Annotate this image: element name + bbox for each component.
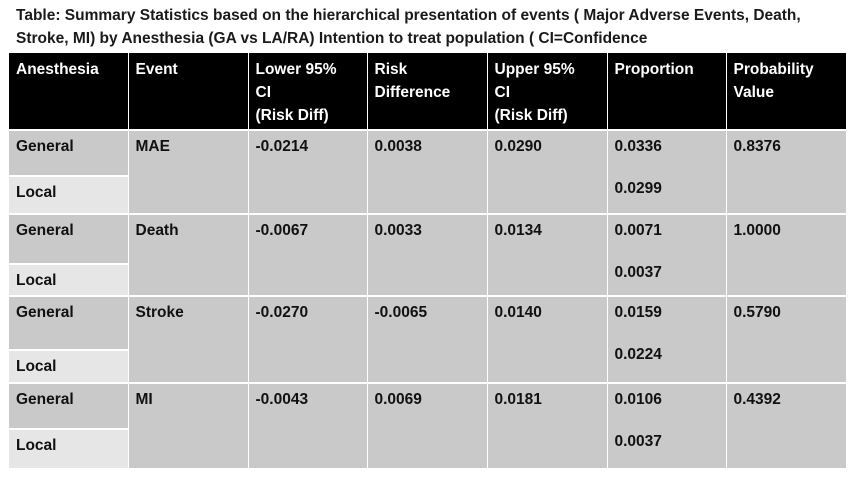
anesthesia-local-cell: Local	[9, 264, 129, 297]
anesthesia-general-cell: General	[9, 296, 129, 351]
proportion-local: 0.0037	[614, 433, 662, 450]
lower-ci-cell: -0.0067	[248, 214, 368, 297]
header-row: Anesthesia Event Lower 95% CI (Risk Diff…	[9, 53, 846, 131]
event-cell: MAE	[128, 130, 249, 215]
anesthesia-local-cell: Local	[9, 350, 129, 384]
table-row: Local	[9, 264, 846, 297]
header-lower-ci-line1: Lower 95%	[255, 61, 337, 78]
header-probability-line2: Value	[733, 84, 775, 101]
event-cell: Death	[128, 214, 249, 297]
header-probability-line1: Probability	[733, 61, 814, 78]
header-lower-ci-line2: CI	[255, 84, 272, 101]
table-caption: Table: Summary Statistics based on the h…	[16, 7, 801, 47]
table-row: General Death -0.0067 0.0033 0.0134 0.00…	[9, 214, 847, 297]
header-upper-ci-line2: CI	[494, 84, 511, 101]
anesthesia-general-cell: General	[9, 383, 129, 430]
proportion-general: 0.0159	[614, 304, 662, 321]
lower-ci-cell: -0.0270	[248, 296, 368, 384]
probability-cell: 0.8376	[726, 130, 847, 215]
proportion-local: 0.0224	[614, 346, 662, 363]
proportion-cell: 0.0159 0.0224	[607, 296, 727, 384]
upper-ci-cell: 0.0290	[487, 130, 608, 215]
lower-ci-cell: -0.0214	[248, 130, 368, 215]
table-row: General Stroke -0.0270 -0.0065 0.0140 0.…	[9, 296, 847, 384]
risk-difference-cell: -0.0065	[367, 296, 488, 384]
table-row: General MAE -0.0214 0.0038 0.0290 0.0336…	[9, 130, 847, 215]
upper-ci-cell: 0.0134	[487, 214, 608, 297]
probability-cell: 1.0000	[726, 214, 847, 297]
header-upper-ci-line1: Upper 95%	[494, 61, 575, 78]
upper-ci-cell: 0.0181	[487, 383, 608, 470]
proportion-cell: 0.0071 0.0037	[607, 214, 727, 297]
proportion-cell: 0.0106 0.0037	[607, 383, 727, 470]
anesthesia-general-cell: General	[9, 130, 129, 177]
summary-statistics-table: Anesthesia Event Lower 95% CI (Risk Diff…	[9, 53, 847, 470]
anesthesia-local-cell: Local	[9, 176, 129, 215]
risk-difference-cell: 0.0033	[367, 214, 488, 297]
probability-cell: 0.5790	[726, 296, 847, 384]
table-row: Local	[9, 429, 846, 470]
header-risk-difference-line2: Difference	[374, 84, 451, 101]
proportion-general: 0.0071	[614, 222, 662, 239]
upper-ci-cell: 0.0140	[487, 296, 608, 384]
proportion-local: 0.0037	[614, 264, 662, 281]
event-cell: MI	[128, 383, 249, 470]
table-row: Local	[9, 350, 846, 384]
header-upper-ci-line3: (Risk Diff)	[494, 107, 568, 124]
header-lower-ci-line3: (Risk Diff)	[255, 107, 329, 124]
table-row: General MI -0.0043 0.0069 0.0181 0.0106 …	[9, 383, 847, 470]
header-lower-ci: Lower 95% CI (Risk Diff)	[248, 53, 368, 131]
header-probability: Probability Value	[726, 53, 846, 131]
header-event: Event	[128, 53, 249, 131]
header-upper-ci: Upper 95% CI (Risk Diff)	[487, 53, 608, 131]
risk-difference-cell: 0.0038	[367, 130, 488, 215]
header-risk-difference: Risk Difference	[367, 53, 488, 131]
header-risk-difference-line1: Risk	[374, 61, 408, 78]
anesthesia-local-cell: Local	[9, 429, 129, 470]
proportion-general: 0.0106	[614, 391, 662, 408]
risk-difference-cell: 0.0069	[367, 383, 488, 470]
proportion-local: 0.0299	[614, 180, 662, 197]
table-row: Local	[9, 176, 846, 215]
anesthesia-general-cell: General	[9, 214, 129, 265]
event-cell: Stroke	[128, 296, 249, 384]
proportion-general: 0.0336	[614, 138, 662, 155]
header-anesthesia: Anesthesia	[9, 53, 129, 131]
lower-ci-cell: -0.0043	[248, 383, 368, 470]
probability-cell: 0.4392	[726, 383, 847, 470]
proportion-cell: 0.0336 0.0299	[607, 130, 727, 215]
header-proportion: Proportion	[607, 53, 727, 131]
